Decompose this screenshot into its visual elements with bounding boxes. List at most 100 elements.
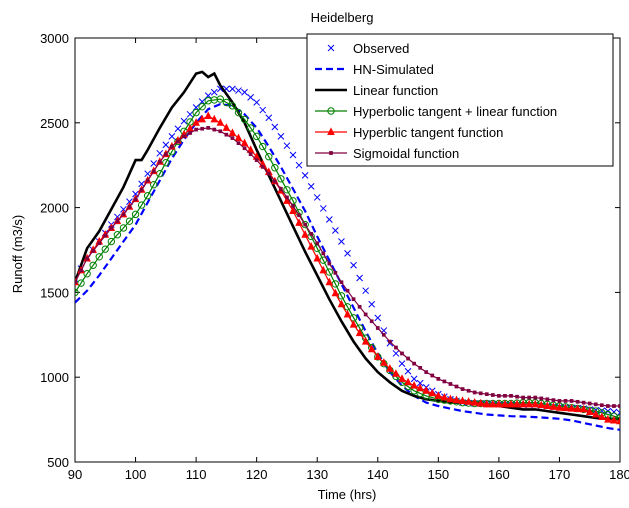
square-point xyxy=(170,144,174,149)
triangle-point xyxy=(355,328,364,337)
observed-point xyxy=(344,250,351,257)
observed-point xyxy=(404,367,412,375)
square-point xyxy=(563,399,568,403)
point-stroke xyxy=(319,205,327,212)
circle-point xyxy=(162,158,170,167)
triangle-point xyxy=(434,391,443,399)
triangle-point xyxy=(386,364,394,372)
triangle-point xyxy=(210,114,219,123)
observed-point xyxy=(162,141,170,149)
square-point xyxy=(139,187,144,192)
square-point xyxy=(329,151,333,155)
square-point xyxy=(412,361,416,366)
circle-point xyxy=(327,107,335,115)
x-tick-label: 100 xyxy=(125,467,147,482)
square-point xyxy=(176,139,180,144)
square-point xyxy=(97,241,102,246)
triangle-point xyxy=(313,253,322,262)
circle-point xyxy=(192,108,200,117)
legend-item: Sigmoidal function xyxy=(315,146,459,161)
point-stroke xyxy=(338,238,345,245)
point-stroke xyxy=(327,44,335,52)
square-point xyxy=(345,288,350,293)
point-stroke xyxy=(374,314,382,322)
observed-point xyxy=(235,87,242,94)
y-tick-label: 1500 xyxy=(40,285,69,300)
square-point xyxy=(224,132,229,137)
triangle-point xyxy=(585,407,594,415)
circle-point xyxy=(113,231,122,239)
observed-point xyxy=(392,350,400,357)
observed-point xyxy=(174,125,182,133)
y-tick-label: 3000 xyxy=(40,31,69,46)
square-point xyxy=(91,248,96,253)
legend-label: HN-Simulated xyxy=(353,62,434,77)
triangle-point xyxy=(591,409,600,418)
legend-label: Hyperbolic tangent + linear function xyxy=(353,104,557,119)
triangle-point xyxy=(327,127,335,135)
legend-label: Hyperblic tangent function xyxy=(353,125,503,140)
triangle-point xyxy=(464,397,473,405)
square-point xyxy=(188,131,192,135)
x-axis-title: Time (hrs) xyxy=(318,487,377,502)
square-point xyxy=(472,390,477,395)
square-point xyxy=(394,345,398,350)
point-stroke xyxy=(332,227,339,234)
point-stroke xyxy=(75,278,79,283)
triangle-point xyxy=(470,398,479,406)
observed-point xyxy=(356,274,363,282)
observed-point xyxy=(398,360,406,367)
observed-point xyxy=(210,88,218,96)
circle-point xyxy=(137,201,146,209)
axes: 90 100 110 120 130 140 150 160 170 180 500 1000 1500… xyxy=(40,31,629,482)
square-point xyxy=(521,395,525,400)
square-point xyxy=(569,399,574,403)
point-stroke xyxy=(253,99,261,106)
square-point xyxy=(369,319,374,324)
square-point xyxy=(436,377,441,381)
triangle-point xyxy=(325,277,334,286)
legend-item: Hyperblic tangent function xyxy=(315,125,503,140)
observed-point xyxy=(168,133,176,140)
square-point xyxy=(466,388,471,393)
x-tick-label: 90 xyxy=(68,467,82,482)
square-point xyxy=(406,356,410,361)
legend-item: Linear function xyxy=(315,83,438,98)
circle-point xyxy=(234,108,243,117)
square-point xyxy=(266,171,271,176)
y-tick-label: 2500 xyxy=(40,116,69,131)
square-point xyxy=(484,392,489,397)
observed-point xyxy=(338,238,345,245)
square-point xyxy=(533,395,538,400)
circle-point xyxy=(228,102,237,110)
square-point xyxy=(557,399,562,403)
point-stroke xyxy=(616,409,620,414)
circle-point xyxy=(125,217,134,225)
point-stroke xyxy=(210,88,218,96)
square-point xyxy=(454,384,459,389)
point-stroke xyxy=(247,94,254,101)
y-tick-label: 1000 xyxy=(40,370,69,385)
square-point xyxy=(121,212,126,217)
square-point xyxy=(75,280,77,285)
square-point xyxy=(375,326,380,330)
triangle-point xyxy=(598,412,606,421)
circle-point xyxy=(75,288,79,297)
point-stroke xyxy=(368,300,376,308)
square-point xyxy=(103,233,108,238)
point-stroke xyxy=(174,125,182,133)
triangle-point xyxy=(404,377,412,386)
x-tick-label: 140 xyxy=(367,467,389,482)
square-point xyxy=(230,136,235,140)
series-line xyxy=(75,102,620,431)
triangle-point xyxy=(192,118,200,126)
triangle-point xyxy=(482,399,491,408)
series-sigmoidal-function xyxy=(75,126,620,408)
triangle-point xyxy=(337,299,346,308)
square-point xyxy=(400,351,404,356)
square-point xyxy=(303,222,307,227)
point-stroke xyxy=(186,110,194,118)
square-point xyxy=(424,370,429,374)
triangle-point xyxy=(616,416,620,425)
x-tick-label: 160 xyxy=(488,467,510,482)
